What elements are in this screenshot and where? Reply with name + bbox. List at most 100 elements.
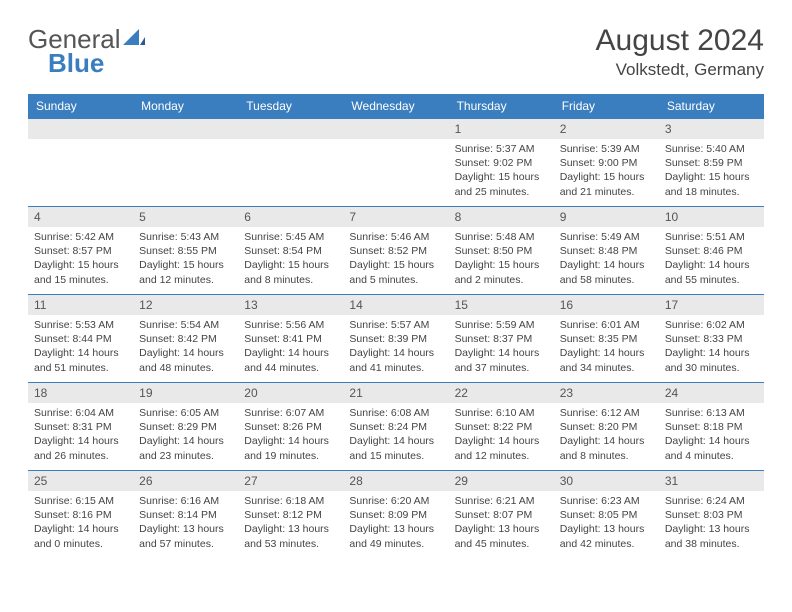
day-details: Sunrise: 5:46 AMSunset: 8:52 PMDaylight:…	[343, 227, 448, 291]
day-number: 4	[28, 207, 133, 227]
calendar-day-cell: 30Sunrise: 6:23 AMSunset: 8:05 PMDayligh…	[554, 471, 659, 559]
day-number: 20	[238, 383, 343, 403]
calendar-day-cell: 14Sunrise: 5:57 AMSunset: 8:39 PMDayligh…	[343, 295, 448, 383]
day-number: 14	[343, 295, 448, 315]
day-details: Sunrise: 6:04 AMSunset: 8:31 PMDaylight:…	[28, 403, 133, 467]
day-number: 15	[449, 295, 554, 315]
day-number: 19	[133, 383, 238, 403]
day-number: 10	[659, 207, 764, 227]
day-number: 28	[343, 471, 448, 491]
weekday-header: Monday	[133, 94, 238, 119]
day-details: Sunrise: 6:13 AMSunset: 8:18 PMDaylight:…	[659, 403, 764, 467]
weekday-header: Friday	[554, 94, 659, 119]
day-number: 21	[343, 383, 448, 403]
calendar-day-cell: 17Sunrise: 6:02 AMSunset: 8:33 PMDayligh…	[659, 295, 764, 383]
day-details: Sunrise: 5:53 AMSunset: 8:44 PMDaylight:…	[28, 315, 133, 379]
day-details: Sunrise: 6:12 AMSunset: 8:20 PMDaylight:…	[554, 403, 659, 467]
calendar-day-cell: 20Sunrise: 6:07 AMSunset: 8:26 PMDayligh…	[238, 383, 343, 471]
calendar-day-cell: 10Sunrise: 5:51 AMSunset: 8:46 PMDayligh…	[659, 207, 764, 295]
calendar-day-cell: 7Sunrise: 5:46 AMSunset: 8:52 PMDaylight…	[343, 207, 448, 295]
day-details: Sunrise: 5:48 AMSunset: 8:50 PMDaylight:…	[449, 227, 554, 291]
calendar-day-cell: 18Sunrise: 6:04 AMSunset: 8:31 PMDayligh…	[28, 383, 133, 471]
day-number: 22	[449, 383, 554, 403]
calendar-day-cell	[133, 119, 238, 207]
calendar-day-cell: 1Sunrise: 5:37 AMSunset: 9:02 PMDaylight…	[449, 119, 554, 207]
calendar-day-cell: 19Sunrise: 6:05 AMSunset: 8:29 PMDayligh…	[133, 383, 238, 471]
calendar-week-row: 4Sunrise: 5:42 AMSunset: 8:57 PMDaylight…	[28, 207, 764, 295]
day-number: 24	[659, 383, 764, 403]
calendar-day-cell: 25Sunrise: 6:15 AMSunset: 8:16 PMDayligh…	[28, 471, 133, 559]
calendar-day-cell: 13Sunrise: 5:56 AMSunset: 8:41 PMDayligh…	[238, 295, 343, 383]
weekday-header: Sunday	[28, 94, 133, 119]
calendar-week-row: 11Sunrise: 5:53 AMSunset: 8:44 PMDayligh…	[28, 295, 764, 383]
day-details: Sunrise: 5:51 AMSunset: 8:46 PMDaylight:…	[659, 227, 764, 291]
day-details: Sunrise: 6:02 AMSunset: 8:33 PMDaylight:…	[659, 315, 764, 379]
calendar-table: Sunday Monday Tuesday Wednesday Thursday…	[28, 94, 764, 559]
day-details: Sunrise: 6:01 AMSunset: 8:35 PMDaylight:…	[554, 315, 659, 379]
calendar-day-cell: 31Sunrise: 6:24 AMSunset: 8:03 PMDayligh…	[659, 471, 764, 559]
day-number: 7	[343, 207, 448, 227]
day-number: 27	[238, 471, 343, 491]
weekday-header: Thursday	[449, 94, 554, 119]
calendar-day-cell	[343, 119, 448, 207]
calendar-day-cell: 29Sunrise: 6:21 AMSunset: 8:07 PMDayligh…	[449, 471, 554, 559]
day-number: 13	[238, 295, 343, 315]
day-details: Sunrise: 6:05 AMSunset: 8:29 PMDaylight:…	[133, 403, 238, 467]
day-details: Sunrise: 5:37 AMSunset: 9:02 PMDaylight:…	[449, 139, 554, 203]
calendar-day-cell: 24Sunrise: 6:13 AMSunset: 8:18 PMDayligh…	[659, 383, 764, 471]
day-details: Sunrise: 6:24 AMSunset: 8:03 PMDaylight:…	[659, 491, 764, 555]
day-number: 23	[554, 383, 659, 403]
calendar-day-cell: 12Sunrise: 5:54 AMSunset: 8:42 PMDayligh…	[133, 295, 238, 383]
day-number: 25	[28, 471, 133, 491]
month-title: August 2024	[596, 24, 764, 58]
day-details: Sunrise: 6:18 AMSunset: 8:12 PMDaylight:…	[238, 491, 343, 555]
calendar-day-cell: 22Sunrise: 6:10 AMSunset: 8:22 PMDayligh…	[449, 383, 554, 471]
weekday-header-row: Sunday Monday Tuesday Wednesday Thursday…	[28, 94, 764, 119]
weekday-header: Wednesday	[343, 94, 448, 119]
day-details: Sunrise: 5:49 AMSunset: 8:48 PMDaylight:…	[554, 227, 659, 291]
calendar-day-cell: 2Sunrise: 5:39 AMSunset: 9:00 PMDaylight…	[554, 119, 659, 207]
day-number: 6	[238, 207, 343, 227]
day-number: 29	[449, 471, 554, 491]
title-block: August 2024 Volkstedt, Germany	[596, 24, 764, 80]
calendar-day-cell: 5Sunrise: 5:43 AMSunset: 8:55 PMDaylight…	[133, 207, 238, 295]
day-details: Sunrise: 6:23 AMSunset: 8:05 PMDaylight:…	[554, 491, 659, 555]
day-number: 31	[659, 471, 764, 491]
page-header: General August 2024 Volkstedt, Germany	[28, 24, 764, 80]
calendar-day-cell: 26Sunrise: 6:16 AMSunset: 8:14 PMDayligh…	[133, 471, 238, 559]
day-number: 3	[659, 119, 764, 139]
day-details: Sunrise: 5:40 AMSunset: 8:59 PMDaylight:…	[659, 139, 764, 203]
calendar-day-cell: 16Sunrise: 6:01 AMSunset: 8:35 PMDayligh…	[554, 295, 659, 383]
day-number: 8	[449, 207, 554, 227]
day-details: Sunrise: 5:39 AMSunset: 9:00 PMDaylight:…	[554, 139, 659, 203]
day-details: Sunrise: 6:16 AMSunset: 8:14 PMDaylight:…	[133, 491, 238, 555]
calendar-day-cell	[238, 119, 343, 207]
calendar-week-row: 18Sunrise: 6:04 AMSunset: 8:31 PMDayligh…	[28, 383, 764, 471]
calendar-day-cell: 27Sunrise: 6:18 AMSunset: 8:12 PMDayligh…	[238, 471, 343, 559]
day-number	[343, 119, 448, 139]
day-number: 18	[28, 383, 133, 403]
calendar-day-cell: 4Sunrise: 5:42 AMSunset: 8:57 PMDaylight…	[28, 207, 133, 295]
day-number	[133, 119, 238, 139]
logo-word2: Blue	[48, 48, 104, 79]
day-number: 11	[28, 295, 133, 315]
calendar-day-cell: 9Sunrise: 5:49 AMSunset: 8:48 PMDaylight…	[554, 207, 659, 295]
calendar-day-cell: 6Sunrise: 5:45 AMSunset: 8:54 PMDaylight…	[238, 207, 343, 295]
calendar-day-cell: 11Sunrise: 5:53 AMSunset: 8:44 PMDayligh…	[28, 295, 133, 383]
logo-sail-icon	[123, 27, 145, 47]
day-details: Sunrise: 5:57 AMSunset: 8:39 PMDaylight:…	[343, 315, 448, 379]
day-number	[28, 119, 133, 139]
day-number: 9	[554, 207, 659, 227]
calendar-body: 1Sunrise: 5:37 AMSunset: 9:02 PMDaylight…	[28, 119, 764, 559]
day-details: Sunrise: 6:21 AMSunset: 8:07 PMDaylight:…	[449, 491, 554, 555]
day-details: Sunrise: 6:10 AMSunset: 8:22 PMDaylight:…	[449, 403, 554, 467]
calendar-day-cell: 23Sunrise: 6:12 AMSunset: 8:20 PMDayligh…	[554, 383, 659, 471]
day-number: 16	[554, 295, 659, 315]
day-details: Sunrise: 5:56 AMSunset: 8:41 PMDaylight:…	[238, 315, 343, 379]
day-number: 5	[133, 207, 238, 227]
calendar-week-row: 1Sunrise: 5:37 AMSunset: 9:02 PMDaylight…	[28, 119, 764, 207]
day-number: 12	[133, 295, 238, 315]
day-details: Sunrise: 5:59 AMSunset: 8:37 PMDaylight:…	[449, 315, 554, 379]
calendar-day-cell: 21Sunrise: 6:08 AMSunset: 8:24 PMDayligh…	[343, 383, 448, 471]
day-number: 17	[659, 295, 764, 315]
